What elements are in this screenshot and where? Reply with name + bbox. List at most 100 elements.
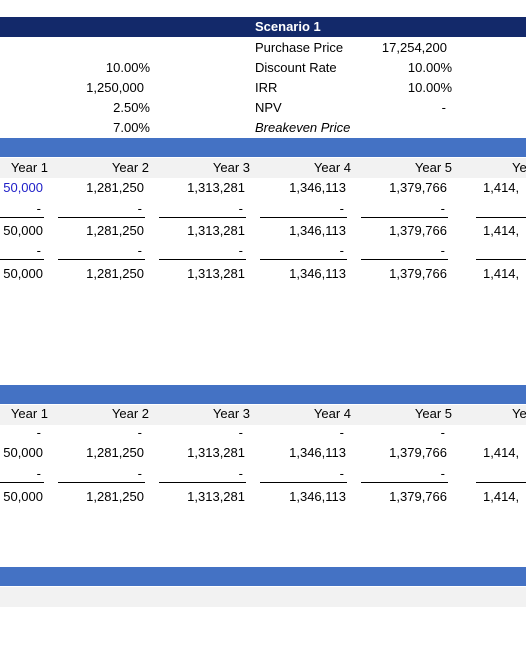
underline (476, 482, 526, 483)
cell-value: 50,000 (3, 223, 43, 238)
input-value: 10.00% (105, 60, 150, 75)
underline (159, 259, 246, 260)
cell-value: 50,000 (3, 266, 43, 281)
cell-value: 50,000 (3, 489, 43, 504)
cell-value: - (36, 466, 41, 481)
underline (260, 482, 347, 483)
input-value: 1,250,000 (86, 80, 144, 95)
cell-value: 1,281,250 (86, 489, 144, 504)
column-header: Year 2 (111, 160, 149, 175)
cell-value: - (440, 201, 445, 216)
column-header: Year 1 (10, 406, 48, 421)
scenario-title: Scenario 1 (255, 19, 321, 34)
gray-row (0, 587, 526, 607)
cell-value: 1,379,766 (389, 489, 447, 504)
underline (159, 482, 246, 483)
section-band (0, 138, 526, 157)
cell-value: 50,000 (3, 445, 43, 460)
cell-value: 1,414, (483, 223, 520, 238)
scenario-label: Breakeven Price (255, 120, 351, 135)
cell-value: - (339, 425, 344, 440)
cell-value: - (238, 243, 243, 258)
column-header: Ye (512, 406, 526, 421)
underline (58, 482, 145, 483)
underline (0, 259, 44, 260)
cell-value: - (36, 243, 41, 258)
cell-value: 1,346,113 (289, 266, 346, 281)
cell-value: - (137, 425, 142, 440)
cell-value: 1,346,113 (289, 180, 346, 195)
cell-value: - (339, 243, 344, 258)
header-row (0, 158, 526, 178)
underline (361, 259, 448, 260)
cell-value: 1,379,766 (389, 445, 447, 460)
cell-value: 1,281,250 (86, 180, 144, 195)
underline (0, 217, 44, 218)
scenario-value: 10.00% (407, 80, 452, 95)
cell-value: - (440, 425, 445, 440)
column-header: Year 4 (313, 160, 351, 175)
cell-value: 1,346,113 (289, 489, 346, 504)
section-band (0, 385, 526, 404)
cell-value: - (440, 243, 445, 258)
cell-value: 1,414, (483, 445, 520, 460)
cell-value: - (137, 243, 142, 258)
cell-value: - (137, 201, 142, 216)
underline (58, 217, 145, 218)
column-header: Year 1 (10, 160, 48, 175)
underline (0, 482, 44, 483)
underline (260, 259, 347, 260)
scenario-value: - (441, 100, 446, 115)
cell-value: 1,346,113 (289, 223, 346, 238)
column-header: Year 4 (313, 406, 351, 421)
cell-value: - (238, 466, 243, 481)
scenario-value: 10.00% (407, 60, 452, 75)
cell-value: 1,281,250 (86, 445, 144, 460)
cell-value: - (440, 466, 445, 481)
cell-value: 1,313,281 (187, 445, 245, 460)
scenario-value: 17,254,200 (381, 40, 447, 55)
underline (361, 482, 448, 483)
cell-value: 1,379,766 (389, 266, 447, 281)
cell-value: 50,000 (3, 180, 43, 195)
cell-value: 1,313,281 (187, 180, 245, 195)
column-header: Ye (512, 160, 526, 175)
cell-value: - (238, 425, 243, 440)
cell-value: 1,346,113 (289, 445, 346, 460)
cell-value: - (137, 466, 142, 481)
scenario-label: NPV (255, 100, 282, 115)
underline (476, 259, 526, 260)
header-row (0, 405, 526, 425)
column-header: Year 5 (414, 160, 452, 175)
cell-value: 1,414, (483, 489, 520, 504)
cell-value: - (339, 201, 344, 216)
cell-value: - (36, 425, 41, 440)
underline (260, 217, 347, 218)
cell-value: 1,313,281 (187, 489, 245, 504)
section-band (0, 567, 526, 586)
underline (58, 259, 145, 260)
cell-value: 1,281,250 (86, 266, 144, 281)
underline (476, 217, 526, 218)
cell-value: 1,379,766 (389, 223, 447, 238)
column-header: Year 5 (414, 406, 452, 421)
column-header: Year 2 (111, 406, 149, 421)
underline (361, 217, 448, 218)
cell-value: 1,379,766 (389, 180, 447, 195)
scenario-label: Discount Rate (255, 60, 337, 75)
cell-value: 1,281,250 (86, 223, 144, 238)
column-header: Year 3 (212, 406, 250, 421)
cell-value: 1,313,281 (187, 223, 245, 238)
input-value: 7.00% (113, 120, 150, 135)
cell-value: - (238, 201, 243, 216)
cell-value: 1,414, (483, 266, 520, 281)
cell-value: - (36, 201, 41, 216)
scenario-header-band (0, 17, 526, 37)
underline (159, 217, 246, 218)
cell-value: 1,313,281 (187, 266, 245, 281)
column-header: Year 3 (212, 160, 250, 175)
scenario-label: IRR (255, 80, 278, 95)
scenario-label: Purchase Price (255, 40, 344, 55)
cell-value: 1,414, (483, 180, 520, 195)
cell-value: - (339, 466, 344, 481)
